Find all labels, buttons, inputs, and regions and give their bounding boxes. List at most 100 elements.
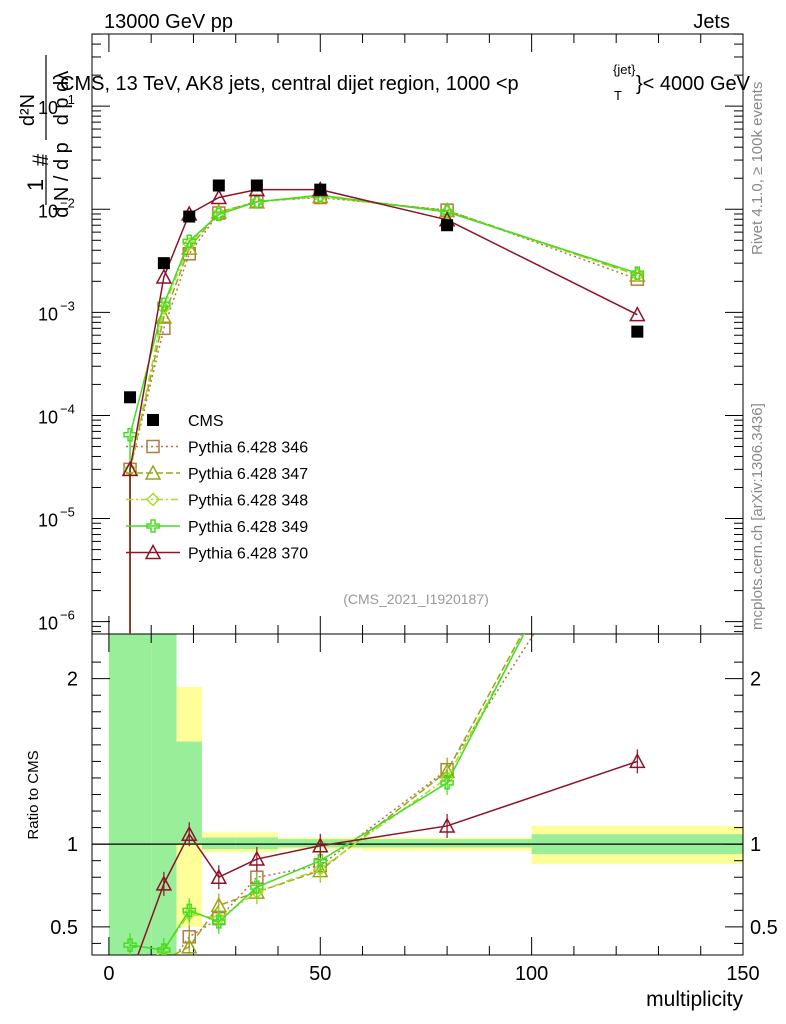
xtick-label-3: 150 [726,963,759,985]
legend-marker-1 [146,439,160,454]
legend: CMS Pythia 6.428 346 Pythia 6.428 347 Pythi… [126,413,308,563]
header-left: 13000 GeV pp [104,11,233,33]
legend-marker-3 [145,492,161,507]
title-superscript: {jet} [613,62,636,77]
series-3-ratio-point-1 [157,943,171,955]
svg-text:#: # [28,153,53,166]
series-3-ratio-point-4 [250,880,264,894]
series-3-point-0 [123,427,137,442]
series-4-point-1 [155,268,173,284]
series-1-ratio-point-0 [123,970,137,983]
series-2-point-2 [182,236,197,252]
svg-text:d p dλ: d p dλ [51,71,73,125]
legend-label-0: CMS [188,413,224,430]
series-3-ratio-point-7 [631,408,643,420]
band-inner-3 [201,837,236,850]
ratio-uncertainty-bands [108,634,743,955]
main-ytick-label-3: 10 [38,407,58,427]
band-inner-6 [362,839,532,848]
series-3-ratio-point-5 [313,853,328,868]
main-ytick-exp-1: −2 [60,195,75,210]
main-ytick-label-4: 10 [38,511,58,531]
main-ytick-label-0: 10 [38,98,58,118]
series-line-ratio-0 [175,634,535,955]
title-end: }< 4000 GeV [636,73,751,95]
xtick-label-0: 0 [103,963,114,985]
main-ytick-exp-5: −6 [60,608,75,623]
header-right: Jets [693,11,730,33]
side-label-rivet: Rivet 4.1.0, ≥ 100k events [749,82,766,255]
xtick-label-2: 100 [515,963,548,985]
ratio-ytick-label-left-1: 1 [67,834,78,856]
legend-marker-4 [146,519,160,533]
series-0-ratio-point-0 [124,971,136,983]
series-4-point-7 [629,306,646,322]
plot-title: CMS, 13 TeV, AK8 jets, central dijet reg… [60,62,751,103]
ratio-ytick-label-right-1: 1 [750,834,761,856]
side-label-mcplots: mcplots.cern.ch [arXiv:1306.3436] [749,403,766,630]
series-0-ratio-point-7 [631,466,643,478]
series-3-ratio-point-6 [440,776,454,790]
band-inner-0 [108,634,152,955]
series-3-point-1 [157,297,171,311]
cms-point-7 [631,325,644,338]
main-ytick-exp-0: −1 [60,92,75,107]
main-ytick-exp-3: −4 [60,401,75,416]
ratio-plot-series [123,408,646,983]
legend-label-5: Pythia 6.428 370 [188,546,308,563]
series-line-ratio-4 [137,760,638,955]
series-2-point-7 [630,267,645,283]
series-3-point-3 [212,207,226,222]
main-ytick-label-5: 10 [38,614,58,634]
y-axis-label-main: # 1 d N / d p d²N d p dλ [17,55,73,218]
series-2-point-3 [211,205,226,221]
series-2-ratio-point-7 [631,416,643,428]
title-subscript: T [614,88,622,103]
series-4-ratio-point-5 [312,837,329,853]
series-line-ratio-3 [129,634,525,951]
cms-point-4 [250,179,263,192]
series-3-ratio-point-0 [123,938,137,952]
series-4-ratio-point-1 [155,875,173,891]
ratio-ytick-label-left-2: 0.5 [50,917,78,939]
cms-point-3 [212,179,225,192]
legend-marker-2 [144,464,162,480]
ratio-ytick-label-left-0: 2 [67,669,78,691]
series-line-main-3 [129,194,638,435]
series-2-ratio-point-5 [313,861,328,877]
band-inner-1 [151,634,177,955]
x-axis-label: multiplicity [646,988,743,1011]
series-1-ratio-point-7 [630,415,644,428]
series-4-point-0 [121,460,139,477]
title-main: CMS, 13 TeV, AK8 jets, central dijet reg… [60,73,519,95]
series-4-ratio-point-7 [629,752,646,769]
ratio-ytick-label-right-2: 0.5 [750,917,778,939]
cms-point-0 [124,391,137,404]
main-ytick-label-1: 10 [38,201,58,221]
y-axis-label-ratio: Ratio to CMS [25,750,42,839]
cms-point-2 [183,210,196,223]
legend-label-3: Pythia 6.428 348 [188,493,308,510]
ratio-ytick-label-right-0: 2 [750,669,761,691]
cms-point-1 [157,257,170,270]
series-4-ratio-point-0 [123,970,137,983]
svg-text:1: 1 [23,179,48,191]
series-3-point-4 [250,195,264,209]
x-axis-ticks: 0 50 100 150 [103,34,760,985]
series-3-ratio-point-3 [212,915,226,929]
band-inner-4 [235,837,278,850]
xtick-label-1: 50 [309,963,331,985]
legend-label-4: Pythia 6.428 349 [188,519,308,536]
main-ytick-exp-2: −3 [60,298,75,313]
cms-point-6 [441,219,454,232]
series-1-ratio-point-2 [180,938,198,954]
cms-point-5 [314,183,327,196]
legend-label-2: Pythia 6.428 347 [188,466,308,483]
analysis-watermark: (CMS_2021_I1920187) [343,591,489,607]
series-4-ratio-point-4 [248,850,266,866]
legend-marker-0 [147,414,159,426]
series-4-point-3 [210,188,228,205]
main-plot-series [121,179,646,634]
ratio-y-axis-ticks: 2 2 1 1 0.5 0.5 [50,661,778,944]
